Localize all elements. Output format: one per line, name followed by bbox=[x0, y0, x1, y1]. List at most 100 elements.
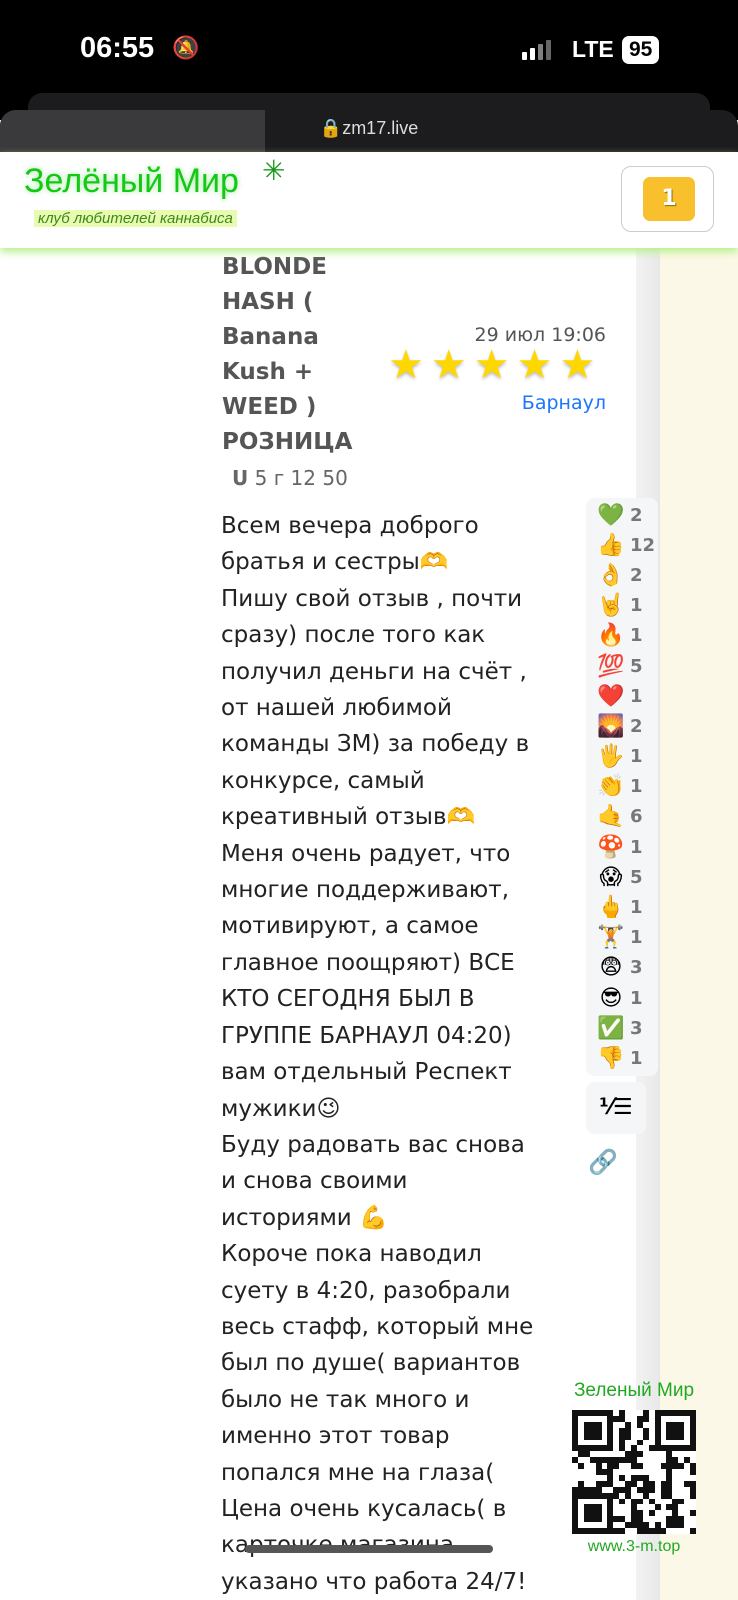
review-line: был по душе( вариантов bbox=[221, 1350, 521, 1377]
reaction-emoji-icon: 🏋 bbox=[597, 925, 625, 951]
review-line: Меня очень радует, что bbox=[221, 840, 511, 867]
reaction-item[interactable]: 😱 5 bbox=[586, 862, 658, 892]
review-line: команды ЗМ) за победу в bbox=[221, 731, 530, 758]
reaction-count: 2 bbox=[630, 504, 643, 526]
star-icon: ★ bbox=[559, 342, 596, 388]
review-line: многие поддерживают, bbox=[221, 877, 510, 904]
link-icon[interactable]: 🔗 bbox=[588, 1148, 618, 1176]
home-indicator[interactable] bbox=[245, 1545, 493, 1553]
reaction-item[interactable]: 🍄 1 bbox=[586, 832, 658, 862]
review-line: и снова своими bbox=[221, 1168, 408, 1195]
reaction-item[interactable]: 🤘 1 bbox=[586, 591, 658, 621]
review-line: Буду радовать вас снова bbox=[221, 1131, 525, 1158]
review-date: 29 июл 19:06 bbox=[474, 324, 607, 346]
side-panel bbox=[660, 248, 738, 1600]
reaction-count: 3 bbox=[630, 957, 643, 979]
reaction-item[interactable]: 💯 5 bbox=[586, 651, 658, 681]
star-icon: ★ bbox=[388, 342, 424, 388]
review-body: Всем вечера доброго братья и сестры🫶 Пишу … bbox=[221, 508, 551, 1600]
reaction-emoji-icon: 👍 bbox=[597, 532, 625, 558]
review-line: мотивируют, а самое bbox=[221, 913, 479, 940]
reaction-count: 2 bbox=[630, 564, 643, 586]
reaction-item[interactable]: 😎 1 bbox=[586, 983, 658, 1013]
battery-level: 95 bbox=[622, 36, 660, 64]
reaction-count: 1 bbox=[630, 927, 643, 949]
reactions-panel: 💚 2 👍 12 👌 2 🤘 1 🔥 1 💯 5 ❤️ 1 🌄 2 🖐 1 👏 1 🤙 6 🍄 1 😱 5 🖕 1 🏋 1 😨 3 😎 1 ✅ 3 👎 1 bbox=[586, 498, 658, 1076]
review-city[interactable]: Барнаул bbox=[521, 392, 606, 414]
reaction-item[interactable]: 🏋 1 bbox=[586, 923, 658, 953]
reaction-emoji-icon: 💚 bbox=[597, 502, 625, 528]
numbered-list-icon[interactable]: ⅟☰ bbox=[586, 1082, 646, 1134]
cart-button[interactable]: 1 bbox=[621, 166, 714, 232]
reaction-item[interactable]: 🖐 1 bbox=[586, 742, 658, 772]
browser-url-bar[interactable]: 🔒zm17.live bbox=[0, 110, 738, 152]
review-line: указано что работа 24/7! bbox=[221, 1568, 527, 1595]
reaction-emoji-icon: 🍄 bbox=[597, 834, 625, 860]
reaction-count: 1 bbox=[630, 897, 643, 919]
site-header: Зелёный Мир ✳ клуб любителей каннабиса 1 bbox=[0, 152, 738, 248]
reaction-item[interactable]: ✅ 3 bbox=[586, 1013, 658, 1043]
reaction-count: 5 bbox=[630, 866, 643, 888]
logo-subtitle: клуб любителей каннабиса bbox=[34, 210, 237, 227]
review-line: вам отдельный Респект bbox=[221, 1059, 512, 1086]
network-type: LTE bbox=[572, 36, 614, 62]
tab-previous[interactable] bbox=[0, 110, 265, 152]
reaction-item[interactable]: 🖕 1 bbox=[586, 892, 658, 922]
reaction-item[interactable]: 👏 1 bbox=[586, 772, 658, 802]
watermark: Зеленый Мир www.3-m.top bbox=[560, 1380, 708, 1556]
reaction-item[interactable]: 🔥 1 bbox=[586, 621, 658, 651]
reaction-count: 6 bbox=[630, 806, 643, 828]
cannabis-leaf-icon: ✳ bbox=[262, 154, 286, 187]
product-title[interactable]: BLONDE HASH ( Banana Kush + WEED ) РОЗНИ… bbox=[222, 254, 353, 455]
product-info: BLONDE HASH ( Banana Kush + WEED ) РОЗНИ… bbox=[222, 250, 372, 490]
review-line: Всем вечера доброго bbox=[221, 513, 479, 539]
reaction-emoji-icon: 🔥 bbox=[597, 623, 625, 649]
star-icon: ★ bbox=[516, 342, 553, 388]
review-line: мужики😉 bbox=[221, 1095, 341, 1122]
reaction-emoji-icon: 😱 bbox=[599, 864, 623, 890]
reaction-item[interactable]: 👎 1 bbox=[586, 1043, 658, 1073]
reaction-count: 1 bbox=[630, 776, 643, 798]
logo[interactable]: Зелёный Мир bbox=[24, 162, 239, 200]
reaction-count: 1 bbox=[630, 1047, 643, 1069]
reaction-emoji-icon: ❤️ bbox=[597, 683, 625, 709]
review-line: братья и сестры🫶 bbox=[221, 549, 449, 576]
reaction-emoji-icon: 👌 bbox=[597, 562, 625, 588]
reaction-count: 1 bbox=[630, 685, 643, 707]
signal-icon bbox=[522, 40, 551, 60]
review-line: главное поощряют) ВСЕ bbox=[221, 949, 515, 976]
review-line: было не так много и bbox=[221, 1386, 470, 1413]
review-line: Цена очень кусалась( в bbox=[221, 1495, 507, 1522]
reaction-count: 2 bbox=[630, 715, 643, 737]
reaction-emoji-icon: 🤘 bbox=[597, 593, 625, 619]
reaction-item[interactable]: 🌄 2 bbox=[586, 711, 658, 741]
review-line: суету в 4:20, разобрали bbox=[221, 1277, 511, 1304]
review-line: КТО СЕГОДНЯ БЫЛ В bbox=[221, 986, 475, 1013]
reaction-item[interactable]: 👍 12 bbox=[586, 530, 658, 560]
qr-code bbox=[572, 1410, 696, 1534]
reaction-count: 3 bbox=[630, 1017, 643, 1039]
reaction-emoji-icon: 🖕 bbox=[597, 895, 625, 921]
review-line: конкурсе, самый bbox=[221, 767, 425, 794]
reaction-item[interactable]: ❤️ 1 bbox=[586, 681, 658, 711]
reaction-item[interactable]: 💚 2 bbox=[586, 500, 658, 530]
review-line: именно этот товар bbox=[221, 1423, 450, 1450]
reaction-count: 1 bbox=[630, 625, 643, 647]
reaction-item[interactable]: 🤙 6 bbox=[586, 802, 658, 832]
reaction-emoji-icon: 👏 bbox=[597, 774, 625, 800]
review-line: Пишу свой отзыв , почти bbox=[221, 585, 523, 612]
reaction-item[interactable]: 😨 3 bbox=[586, 953, 658, 983]
reaction-item[interactable]: 👌 2 bbox=[586, 560, 658, 590]
product-weight: U 5 г 12 50 bbox=[232, 466, 348, 490]
reaction-emoji-icon: 👎 bbox=[597, 1045, 625, 1071]
watermark-title: Зеленый Мир bbox=[573, 1380, 695, 1401]
reaction-emoji-icon: 💯 bbox=[597, 653, 625, 679]
star-icon: ★ bbox=[473, 342, 510, 388]
reaction-emoji-icon: 🖐 bbox=[597, 744, 625, 770]
reaction-count: 1 bbox=[630, 987, 643, 1009]
review-line: весь стафф, который мне bbox=[221, 1313, 534, 1340]
review-line: ГРУППЕ БАРНАУЛ 04:20) bbox=[221, 1022, 512, 1049]
reaction-emoji-icon: ✅ bbox=[597, 1015, 625, 1041]
watermark-url: www.3-m.top bbox=[587, 1538, 681, 1555]
review-line: от нашей любимой bbox=[221, 695, 452, 722]
